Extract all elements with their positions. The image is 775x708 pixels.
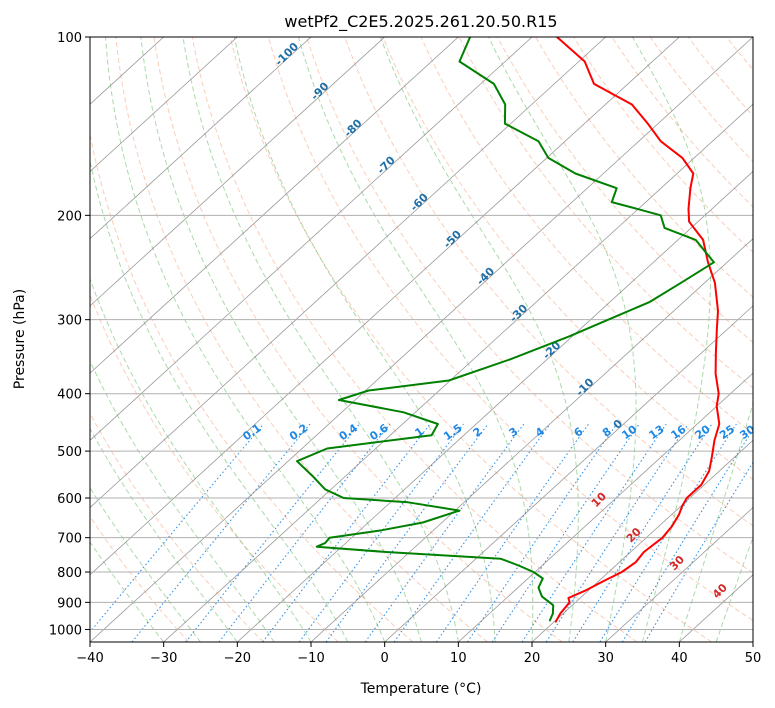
x-tick-label-1: −30 [150, 651, 177, 666]
dry-adiabat-5 [153, 37, 563, 642]
dewpoint-profile-line [296, 37, 715, 622]
isotherm-7 [90, 37, 680, 576]
mixing-ratio-line-3 [218, 423, 391, 642]
y-tick-label-3: 400 [57, 388, 82, 403]
isotherm-1 [90, 37, 238, 172]
dry-adiabat-12 [420, 37, 753, 435]
isotherm-3 [90, 37, 385, 307]
plot-frame [89, 36, 754, 643]
moist-adiabat-12 [488, 37, 637, 642]
y-tick-label-9: 1000 [49, 623, 82, 638]
isotherm-14 [531, 439, 753, 642]
x-tick-label-0: −40 [76, 651, 103, 666]
mixing-ratio-line-15 [599, 423, 737, 642]
x-tick-label-5: 10 [450, 651, 467, 666]
moist-adiabat-10 [297, 37, 534, 642]
mixing-ratio-label-17: 36 [758, 422, 775, 442]
dry-adiabat-11 [382, 37, 753, 481]
temperature-profile-line [554, 37, 721, 623]
mixing-ratio-line-17 [644, 461, 753, 642]
isotherm-9 [163, 103, 753, 642]
dry-adiabat-8 [268, 37, 753, 622]
mixing-ratio-line-9 [435, 423, 590, 642]
isotherm-6 [90, 37, 606, 509]
x-tick-label-8: 40 [671, 651, 688, 666]
isotherm-10 [237, 170, 753, 642]
x-tick-label-2: −20 [224, 651, 251, 666]
mixing-ratio-line-1 [131, 423, 311, 642]
moist-adiabat-14 [678, 401, 753, 642]
moist-adiabat-2 [90, 427, 238, 642]
isotherm-15 [605, 507, 753, 642]
y-tick-label-5: 600 [57, 492, 82, 507]
isotherm-11 [310, 238, 753, 642]
isotherm-8 [90, 37, 753, 642]
y-tick-label-8: 900 [57, 596, 82, 611]
y-tick-label-7: 800 [57, 566, 82, 581]
y-tick-label-6: 700 [57, 532, 82, 547]
mixing-ratio-line-16 [621, 428, 753, 642]
y-tick-label-4: 500 [57, 445, 82, 460]
mixing-ratio-line-7 [364, 423, 525, 642]
y-tick-label-1: 200 [57, 209, 82, 224]
moist-adiabat-11 [380, 37, 579, 642]
mixing-ratio-line-2 [185, 423, 360, 642]
dry-adiabat-9 [306, 37, 753, 574]
dry-adiabat-7 [229, 37, 712, 642]
moist-adiabat-5 [90, 158, 349, 642]
mixing-ratio-line-8 [393, 423, 551, 642]
isotherm-17 [752, 641, 753, 642]
isotherm-2 [90, 37, 312, 240]
moist-adiabat-8 [182, 37, 459, 642]
dry-adiabat-15 [535, 37, 753, 298]
dry-adiabat-6 [191, 37, 638, 642]
dry-adiabat-21 [765, 37, 775, 642]
moist-adiabat-15 [715, 535, 753, 642]
grid-layer [90, 37, 775, 642]
dry-adiabat-1 [90, 412, 264, 642]
moist-adiabat-3 [90, 359, 275, 642]
mixing-ratio-line-0 [90, 423, 265, 633]
x-tick-label-3: −10 [297, 651, 324, 666]
isotherm-5 [90, 37, 533, 441]
profile-layer [296, 37, 721, 623]
y-axis-label: Pressure (hPa) [12, 289, 28, 389]
mixing-ratio-line-11 [491, 423, 640, 642]
moist-adiabat-13 [632, 37, 711, 642]
x-tick-label-6: 20 [524, 651, 541, 666]
x-tick-label-9: 50 [745, 651, 762, 666]
mixing-ratio-line-14 [572, 423, 713, 642]
isotherm-4 [90, 37, 459, 374]
mixing-ratio-line-4 [262, 423, 431, 642]
axis-ticks: −40 −30 −20 −10 0 10 20 30 40 50 100 200 300 400 500 60… [49, 31, 761, 666]
mixing-ratio-line-5 [298, 423, 464, 642]
x-tick-label-4: 0 [381, 651, 389, 666]
x-axis-label: Temperature (°C) [360, 681, 482, 697]
y-tick-label-2: 300 [57, 314, 82, 329]
moist-adiabat-7 [140, 37, 422, 642]
moist-adiabat-9 [233, 37, 496, 642]
chart-title: wetPf2_C2E5.2025.261.20.50.R15 [284, 12, 557, 32]
y-tick-label-0: 100 [57, 31, 82, 46]
isotherm-13 [458, 372, 753, 642]
x-tick-label-7: 30 [597, 651, 614, 666]
mixing-ratio-line-10 [467, 423, 618, 642]
